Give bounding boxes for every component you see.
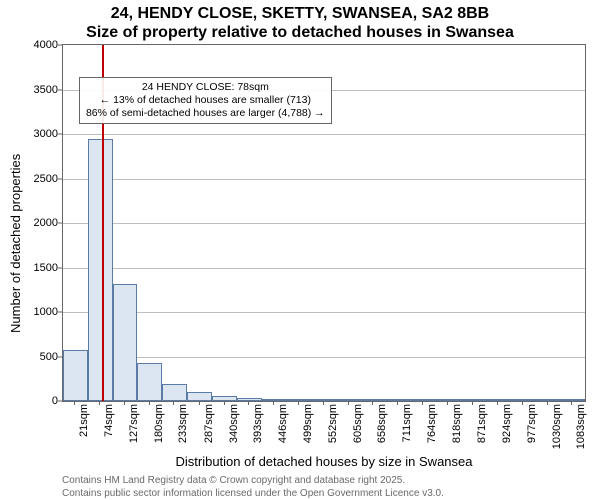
annotation-line-1: 24 HENDY CLOSE: 78sqm — [86, 81, 325, 94]
histogram-bar — [287, 399, 312, 402]
x-tick-label: 711sqm — [401, 404, 413, 442]
x-tick-label: 499sqm — [302, 404, 314, 443]
histogram-bar — [187, 392, 212, 401]
x-tick-label: 287sqm — [203, 404, 215, 443]
histogram-bar — [113, 284, 138, 401]
x-tick-label: 393sqm — [252, 404, 264, 443]
annotation-box: 24 HENDY CLOSE: 78sqm ← 13% of detached … — [79, 77, 332, 124]
annotation-line-3: 86% of semi-detached houses are larger (… — [86, 107, 325, 120]
histogram-bar — [336, 399, 361, 401]
x-tick-label: 446sqm — [277, 404, 289, 443]
x-tick-label: 340sqm — [228, 404, 240, 443]
gridline — [63, 357, 585, 358]
y-tick-label: 3500 — [0, 84, 58, 96]
gridline — [63, 179, 585, 180]
x-tick-label: 1083sqm — [575, 404, 587, 449]
x-tick-label: 180sqm — [153, 404, 165, 443]
title-line-2: Size of property relative to detached ho… — [0, 23, 600, 42]
histogram-bar — [137, 363, 162, 401]
histogram-bar — [262, 399, 287, 401]
x-tick-label: 924sqm — [501, 404, 513, 443]
x-tick-label: 1030sqm — [551, 404, 563, 449]
footer: Contains HM Land Registry data © Crown c… — [62, 475, 586, 500]
histogram-bar — [88, 139, 113, 402]
x-tick-label: 871sqm — [476, 404, 488, 443]
histogram-bar — [361, 399, 386, 401]
x-axis-label: Distribution of detached houses by size … — [62, 454, 586, 469]
x-tick-label: 605sqm — [352, 404, 364, 443]
x-tick-label: 764sqm — [426, 404, 438, 443]
histogram-bar — [63, 350, 88, 402]
x-tick-label: 233sqm — [177, 404, 189, 443]
footer-line-1: Contains HM Land Registry data © Crown c… — [62, 475, 586, 488]
histogram-bar — [312, 399, 337, 401]
x-tick-label: 977sqm — [526, 404, 538, 443]
x-tick-label: 552sqm — [327, 404, 339, 443]
histogram-bar — [386, 399, 411, 401]
histogram-bar — [411, 399, 436, 401]
gridline — [63, 134, 585, 135]
x-tick-label: 658sqm — [376, 404, 388, 443]
gridline — [63, 312, 585, 313]
gridline — [63, 223, 585, 224]
y-tick-label: 500 — [0, 351, 58, 363]
x-tick-label: 818sqm — [451, 404, 463, 443]
y-axis-label: Number of detached properties — [8, 154, 23, 333]
x-tick-label: 127sqm — [128, 404, 140, 443]
figure: 24, HENDY CLOSE, SKETTY, SWANSEA, SA2 8B… — [0, 0, 600, 500]
gridline — [63, 268, 585, 269]
x-axis-ticks: 21sqm 74sqm 127sqm 180sqm 233sqm 287sqm 340sqm… — [62, 402, 586, 454]
x-tick-label: 21sqm — [78, 404, 90, 437]
x-tick-label: 74sqm — [103, 404, 115, 437]
y-tick-label: 4000 — [0, 39, 58, 51]
plot-area: 24 HENDY CLOSE: 78sqm ← 13% of detached … — [62, 44, 586, 402]
title-block: 24, HENDY CLOSE, SKETTY, SWANSEA, SA2 8B… — [0, 0, 600, 44]
y-tick-label: 3000 — [0, 128, 58, 140]
annotation-line-2: ← 13% of detached houses are smaller (71… — [86, 94, 325, 107]
histogram-bar — [162, 384, 187, 402]
title-line-1: 24, HENDY CLOSE, SKETTY, SWANSEA, SA2 8B… — [0, 4, 600, 23]
y-tick-label: 0 — [0, 395, 58, 407]
footer-line-2: Contains public sector information licen… — [62, 488, 586, 500]
